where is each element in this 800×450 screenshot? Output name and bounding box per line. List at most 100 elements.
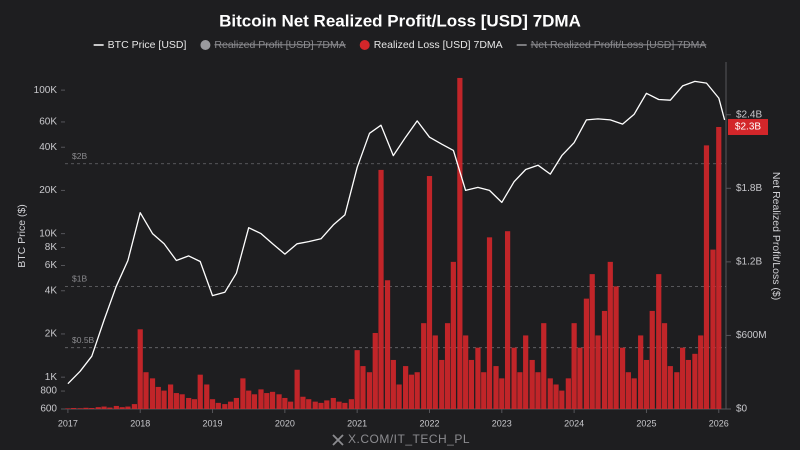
legend-marker [200, 40, 211, 50]
loss-bar [450, 261, 456, 409]
loss-bar [125, 406, 131, 409]
loss-bar [89, 408, 95, 409]
loss-bar [101, 406, 107, 409]
reference-label: $0.5B [72, 335, 95, 345]
loss-bar [685, 359, 691, 409]
loss-bar [625, 372, 631, 409]
y2-tick-label: $600M [736, 330, 767, 341]
loss-bar [366, 372, 373, 409]
loss-bar [601, 310, 608, 409]
x-tick-label: 2021 [347, 418, 367, 428]
loss-bar [77, 408, 83, 409]
loss-bar [504, 231, 511, 409]
legend-marker [359, 40, 370, 50]
loss-bar [276, 394, 282, 409]
loss-bar [330, 397, 336, 409]
loss-bar [439, 359, 445, 409]
loss-bar [468, 359, 475, 409]
loss-bar [149, 378, 156, 409]
loss-bar [113, 405, 119, 409]
x-tick-label: 2024 [564, 418, 584, 428]
reference-label: $1B [72, 274, 87, 284]
loss-bar [264, 393, 270, 409]
y-tick-label: 20K [39, 185, 57, 196]
y-tick-label: 8K [45, 242, 58, 253]
loss-bar [613, 286, 619, 409]
loss-bar [228, 401, 234, 409]
loss-bar [414, 372, 420, 409]
loss-bar [209, 399, 216, 409]
loss-bar [649, 310, 655, 409]
loss-bar [95, 407, 101, 409]
y2-tick-label: $0 [736, 404, 748, 415]
loss-bar [559, 390, 565, 409]
loss-bar [607, 261, 613, 409]
loss-bar [661, 323, 668, 409]
loss-bar [342, 402, 348, 409]
y-tick-label: 4K [45, 285, 58, 296]
loss-bar [119, 407, 125, 409]
x-tick-label: 2022 [419, 418, 439, 428]
x-tick-label: 2020 [275, 418, 295, 428]
loss-bar [324, 400, 330, 409]
legend-label[interactable]: BTC Price [USD] [108, 39, 187, 51]
loss-bar [486, 237, 493, 409]
loss-bar [571, 323, 577, 409]
reference-label: $2B [72, 151, 87, 161]
watermark: X.COM/IT_TECH_PL [348, 432, 470, 446]
loss-bar [246, 390, 252, 409]
y2-axis-title: Net Realized Profit/Loss ($) [770, 172, 782, 300]
loss-bar [143, 372, 149, 409]
loss-bar [294, 369, 300, 409]
loss-bar [312, 401, 318, 409]
loss-bar [390, 359, 396, 409]
loss-bar [499, 378, 505, 409]
y-tick-label: 1K [45, 372, 58, 383]
loss-bar [403, 366, 409, 409]
loss-bar [547, 378, 553, 409]
loss-bar [698, 335, 704, 409]
loss-bar [282, 397, 288, 409]
loss-bar [667, 366, 673, 409]
loss-bar [511, 347, 517, 409]
loss-bar [656, 274, 662, 409]
loss-bar [288, 401, 294, 409]
loss-bar [372, 332, 378, 409]
loss-bar [680, 347, 686, 409]
loss-bar [306, 399, 312, 409]
loss-bar [222, 404, 228, 409]
loss-bar [703, 145, 710, 409]
loss-bar [692, 353, 698, 409]
loss-bar [577, 347, 583, 409]
legend-label[interactable]: Realized Loss [USD] 7DMA [374, 39, 503, 51]
loss-bar [595, 335, 601, 409]
loss-bar [137, 329, 143, 409]
y-tick-label: 100K [34, 85, 58, 96]
chart-title: Bitcoin Net Realized Profit/Loss [USD] 7… [219, 11, 581, 30]
y-tick-label: 6K [45, 260, 58, 271]
legend-label[interactable]: Net Realized Profit/Loss [USD] 7DMA [531, 39, 707, 51]
legend-label[interactable]: Realized Profit [USD] 7DMA [214, 39, 345, 51]
loss-bar [348, 399, 354, 409]
watermark-logo [332, 434, 344, 446]
loss-bar [354, 350, 360, 409]
loss-bar [716, 126, 722, 409]
loss-bar [167, 384, 174, 409]
loss-bar [589, 274, 595, 409]
loss-bar [408, 374, 415, 409]
price-line [67, 80, 726, 385]
y2-tick-label: $1.8B [736, 183, 762, 194]
loss-bar [541, 323, 547, 409]
y-axis-title: BTC Price ($) [16, 204, 28, 268]
loss-bar [384, 280, 391, 409]
loss-bar [638, 335, 644, 409]
loss-bar [233, 397, 240, 409]
y2-tick-label: $1.2B [736, 257, 762, 268]
loss-bar [463, 335, 469, 409]
loss-bar [432, 335, 438, 409]
x-tick-label: 2019 [203, 418, 223, 428]
y-tick-label: 10K [39, 228, 57, 239]
loss-bar [643, 359, 650, 409]
loss-bar [553, 384, 559, 409]
